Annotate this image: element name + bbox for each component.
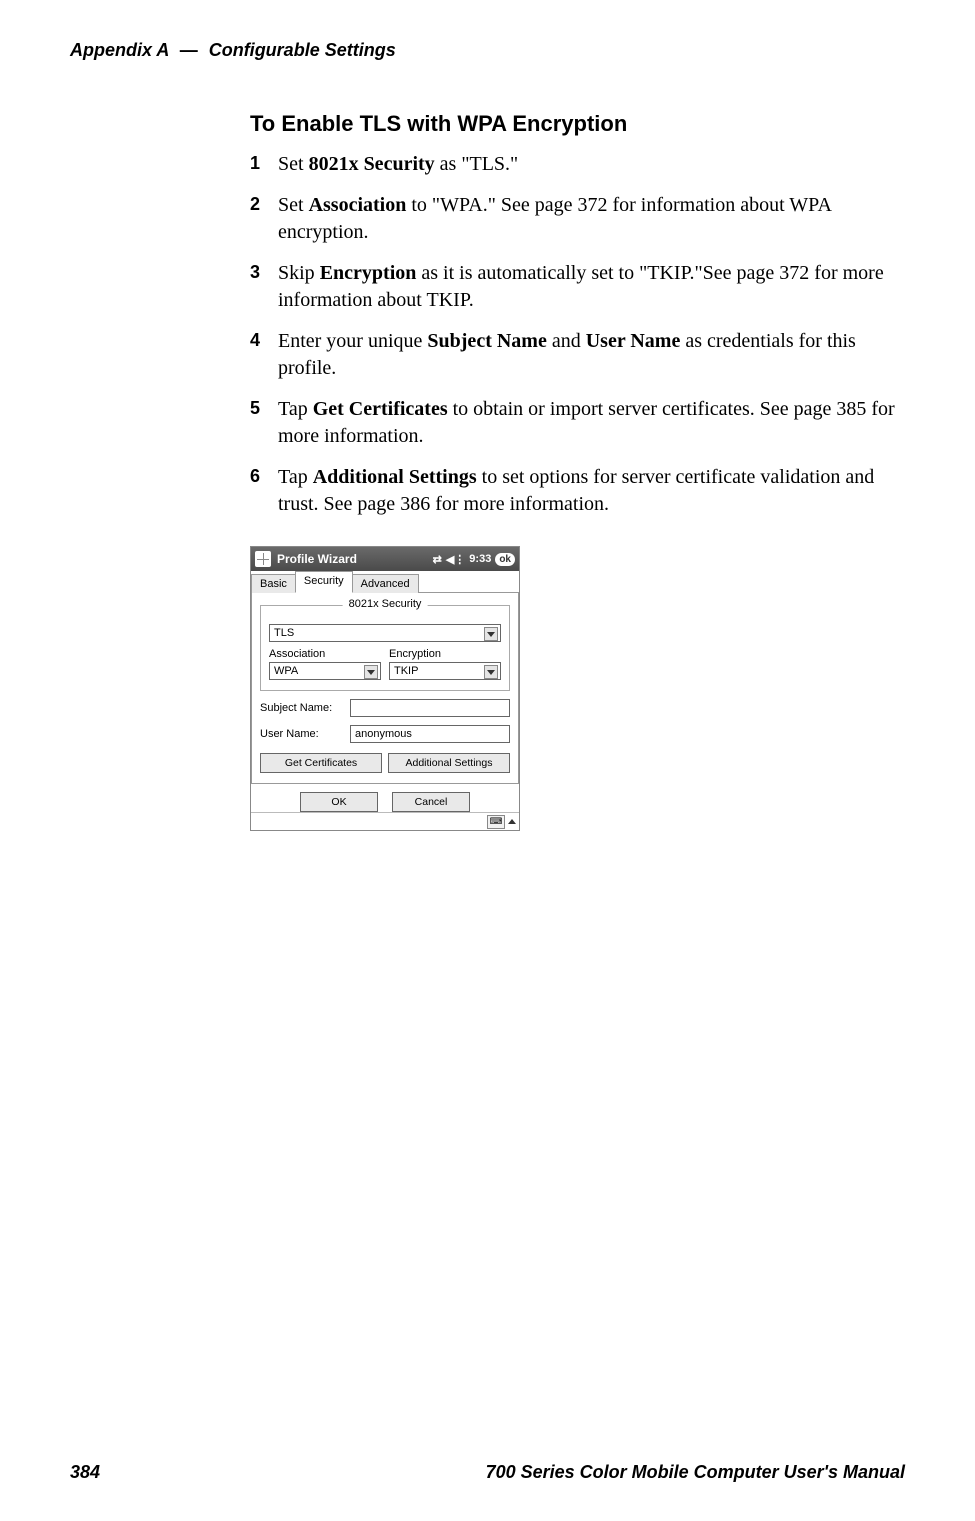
step-1: 1 Set 8021x Security as "TLS."	[250, 151, 895, 178]
ok-badge[interactable]: ok	[495, 553, 515, 566]
tab-basic[interactable]: Basic	[251, 574, 296, 593]
step-4-num: 4	[250, 328, 260, 352]
encryption-dropdown[interactable]: TKIP	[389, 662, 501, 680]
association-value: WPA	[274, 665, 298, 677]
user-name-input[interactable]: anonymous	[350, 725, 510, 743]
step-1-bold: 8021x Security	[309, 153, 435, 175]
running-head: Appendix A — Configurable Settings	[70, 40, 905, 61]
step-3: 3 Skip Encryption as it is automatically…	[250, 260, 895, 314]
titlebar: Profile Wizard ⇄ ◀⋮ 9:33 ok	[251, 547, 519, 571]
security-dropdown[interactable]: TLS	[269, 624, 501, 642]
security-fieldset: 8021x Security TLS Association WPA	[260, 605, 510, 691]
step-4-mid: and	[547, 330, 586, 352]
window-title: Profile Wizard	[277, 552, 427, 566]
additional-settings-button[interactable]: Additional Settings	[388, 753, 510, 773]
chevron-down-icon	[484, 627, 498, 641]
ok-button[interactable]: OK	[300, 792, 378, 812]
step-3-num: 3	[250, 260, 260, 284]
step-6-pre: Tap	[278, 466, 313, 488]
manual-title: 700 Series Color Mobile Computer User's …	[486, 1462, 905, 1483]
step-2-num: 2	[250, 192, 260, 216]
clock: 9:33	[469, 553, 491, 565]
user-name-value: anonymous	[355, 728, 412, 740]
step-4-bold2: User Name	[586, 330, 681, 352]
encryption-value: TKIP	[394, 665, 418, 677]
keyboard-icon[interactable]: ⌨	[487, 815, 505, 829]
user-name-row: User Name: anonymous	[260, 725, 510, 743]
dash: —	[174, 40, 204, 60]
security-value: TLS	[274, 627, 294, 639]
legend-8021x: 8021x Security	[343, 598, 428, 610]
tab-security[interactable]: Security	[295, 571, 353, 593]
tabs: Basic Security Advanced	[251, 571, 519, 593]
section-title: To Enable TLS with WPA Encryption	[250, 111, 895, 137]
step-4: 4 Enter your unique Subject Name and Use…	[250, 328, 895, 382]
step-4-bold: Subject Name	[427, 330, 546, 352]
user-name-label: User Name:	[260, 728, 350, 740]
step-3-pre: Skip	[278, 262, 320, 284]
step-1-pre: Set	[278, 153, 309, 175]
step-2-pre: Set	[278, 194, 309, 216]
subject-name-label: Subject Name:	[260, 702, 350, 714]
start-icon[interactable]	[255, 551, 271, 567]
step-5-pre: Tap	[278, 398, 313, 420]
step-2-bold: Association	[309, 194, 407, 216]
association-label: Association	[269, 648, 381, 660]
step-6-num: 6	[250, 464, 260, 488]
panel: 8021x Security TLS Association WPA	[251, 593, 519, 784]
step-6-bold: Additional Settings	[313, 466, 477, 488]
tray: ⇄ ◀⋮ 9:33 ok	[433, 553, 515, 566]
subject-name-row: Subject Name:	[260, 699, 510, 717]
steps-list: 1 Set 8021x Security as "TLS." 2 Set Ass…	[250, 151, 895, 518]
step-3-bold: Encryption	[320, 262, 417, 284]
sip-up-icon[interactable]	[507, 815, 517, 829]
encryption-label: Encryption	[389, 648, 501, 660]
appendix-label: Appendix A	[70, 40, 169, 60]
chevron-down-icon	[484, 665, 498, 679]
step-2: 2 Set Association to "WPA." See page 372…	[250, 192, 895, 246]
step-1-num: 1	[250, 151, 260, 175]
chapter-title: Configurable Settings	[209, 40, 396, 60]
step-5: 5 Tap Get Certificates to obtain or impo…	[250, 396, 895, 450]
chevron-down-icon	[364, 665, 378, 679]
connectivity-icon[interactable]: ⇄	[433, 553, 442, 566]
step-5-num: 5	[250, 396, 260, 420]
step-4-pre: Enter your unique	[278, 330, 427, 352]
association-dropdown[interactable]: WPA	[269, 662, 381, 680]
step-6: 6 Tap Additional Settings to set options…	[250, 464, 895, 518]
page-number: 384	[70, 1462, 100, 1483]
volume-icon[interactable]: ◀⋮	[446, 553, 465, 566]
step-5-bold: Get Certificates	[313, 398, 448, 420]
get-certificates-button[interactable]: Get Certificates	[260, 753, 382, 773]
device-screenshot: Profile Wizard ⇄ ◀⋮ 9:33 ok Basic Securi…	[250, 546, 520, 831]
tab-advanced[interactable]: Advanced	[352, 574, 419, 593]
footer: 384 700 Series Color Mobile Computer Use…	[70, 1462, 905, 1483]
cancel-button[interactable]: Cancel	[392, 792, 470, 812]
subject-name-input[interactable]	[350, 699, 510, 717]
sip-bar: ⌨	[251, 812, 519, 830]
step-1-post: as "TLS."	[435, 153, 519, 175]
